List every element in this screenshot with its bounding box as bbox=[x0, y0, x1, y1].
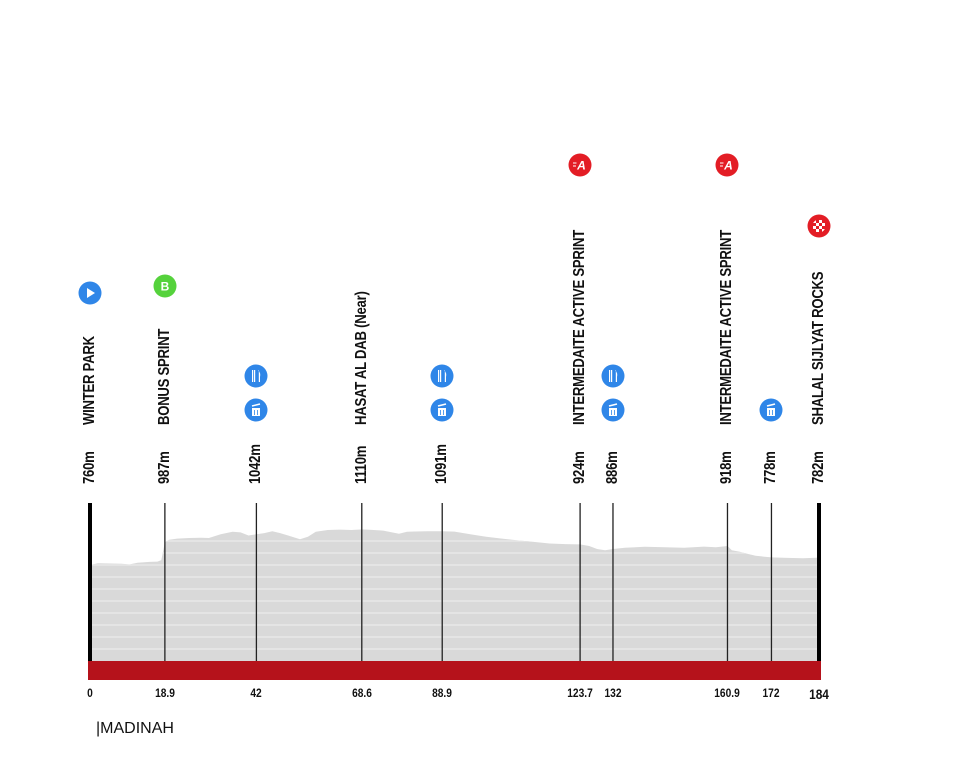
km-tick-label: 88.9 bbox=[432, 686, 453, 700]
elevation-label: 1042m bbox=[247, 444, 265, 484]
finish-icon bbox=[807, 214, 831, 238]
feed-icon bbox=[601, 364, 625, 388]
footer-region-label: |MADINAH bbox=[96, 720, 174, 737]
svg-text:A: A bbox=[724, 159, 734, 173]
elevation-label: 760m bbox=[81, 451, 98, 484]
elevation-label: 924m bbox=[571, 451, 589, 484]
waste-icon bbox=[759, 398, 783, 422]
elevation-label: 782m bbox=[810, 451, 827, 484]
svg-text:A: A bbox=[576, 159, 586, 173]
elevation-label: 918m bbox=[718, 451, 736, 484]
waypoint-name: INTERMEDAITE ACTIVE SPRINT bbox=[718, 229, 736, 425]
km-tick-label: 18.9 bbox=[154, 686, 175, 700]
km-tick-label: 132 bbox=[604, 686, 622, 700]
waypoint-name: HASAT AL DAB (Near) bbox=[352, 291, 370, 425]
feed-icon bbox=[244, 364, 268, 388]
km-tick-label: 123.7 bbox=[567, 686, 593, 700]
waypoint-name: INTERMEDAITE ACTIVE SPRINT bbox=[571, 229, 589, 425]
elevation-label: 1110m bbox=[352, 445, 370, 484]
waste-icon bbox=[430, 398, 454, 422]
feed-icon bbox=[430, 364, 454, 388]
waypoint-name: WINTER PARK bbox=[81, 336, 98, 425]
km-tick-label: 172 bbox=[762, 686, 780, 700]
distance-bar bbox=[88, 661, 821, 680]
waste-icon bbox=[244, 398, 268, 422]
elevation-label: 886m bbox=[603, 451, 621, 484]
waypoint-name: SHALAL SIJLYAT ROCKS bbox=[810, 271, 827, 425]
bonus-sprint-icon: B bbox=[153, 274, 177, 298]
waypoint-name: BONUS SPRINT bbox=[155, 328, 173, 425]
active-sprint-icon: A bbox=[715, 153, 739, 177]
waste-icon bbox=[601, 398, 625, 422]
svg-text:B: B bbox=[161, 280, 170, 294]
active-sprint-icon: A bbox=[568, 153, 592, 177]
start-icon bbox=[78, 281, 102, 305]
km-tick-label: 160.9 bbox=[714, 686, 741, 700]
km-tick-label: 0 bbox=[87, 686, 93, 700]
km-tick-label: 42 bbox=[250, 686, 263, 700]
elevation-label: 987m bbox=[155, 451, 173, 484]
elevation-label: 778m bbox=[762, 451, 780, 484]
elevation-label: 1091m bbox=[433, 444, 451, 484]
km-tick-label: 68.6 bbox=[351, 686, 372, 700]
km-tick-label: 184 bbox=[809, 686, 829, 702]
profile-area bbox=[90, 529, 819, 661]
